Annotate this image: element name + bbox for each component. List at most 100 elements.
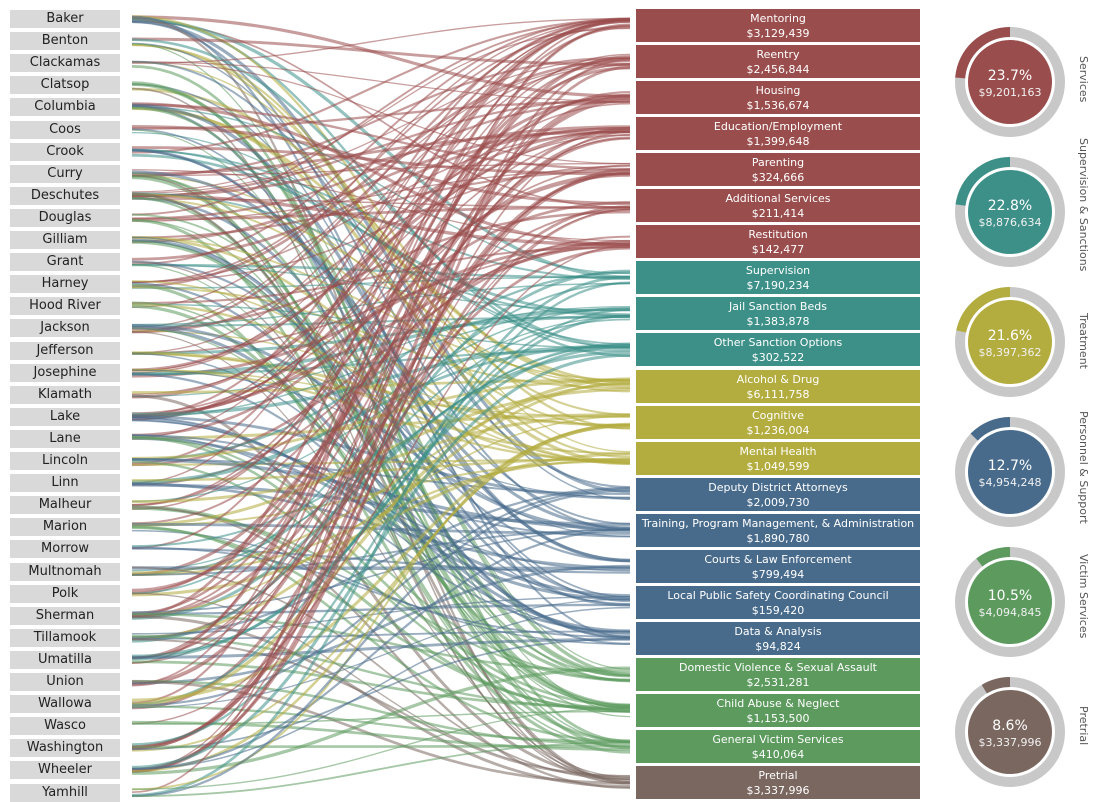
- group-title: Supervision & Sanctions: [1077, 138, 1090, 272]
- county-label: Coos: [10, 120, 120, 139]
- group-total: $8,397,362: [979, 346, 1042, 359]
- flow-ribbon: [131, 175, 631, 414]
- group-percent: 10.5%: [988, 588, 1032, 604]
- flow-ribbon: [131, 100, 631, 220]
- county-label: Polk: [10, 584, 120, 603]
- donut-center: [968, 40, 1052, 124]
- flow-ribbon: [131, 423, 631, 791]
- flow-ribbon: [131, 43, 631, 459]
- flow-ribbon: [131, 53, 631, 510]
- category-label: Reentry: [756, 48, 800, 62]
- flow-ribbon: [131, 127, 631, 595]
- flow-ribbon: [131, 56, 631, 178]
- category-value: $142,477: [751, 243, 805, 257]
- donut-arc: [970, 417, 1011, 441]
- county-label: Linn: [10, 474, 120, 493]
- county-label: Wallowa: [10, 695, 120, 714]
- flow-ribbon: [131, 55, 631, 592]
- category-box: Data & Analysis $94,824: [636, 621, 920, 655]
- donut-center: [968, 170, 1052, 254]
- county-label: Clatsop: [10, 76, 120, 95]
- category-label: Jail Sanction Beds: [729, 300, 827, 314]
- county-label: Wasco: [10, 717, 120, 736]
- donut-center: [968, 300, 1052, 384]
- category-value: $410,064: [751, 748, 805, 761]
- county-label: Klamath: [10, 385, 120, 404]
- county-label: Jackson: [10, 319, 120, 338]
- county-label: Gilliam: [10, 231, 120, 249]
- flow-ribbon: [131, 63, 631, 328]
- flow-ribbon: [131, 275, 631, 797]
- flow-ribbon: [131, 486, 631, 639]
- flow-ribbon: [131, 64, 631, 354]
- county-label: Washington: [10, 739, 120, 758]
- category-label: Child Abuse & Neglect: [716, 696, 840, 710]
- county-label: Multnomah: [10, 562, 120, 581]
- group-title: Victim Services: [1077, 554, 1090, 639]
- flow-ribbon: [131, 57, 631, 194]
- flow-ribbon: [131, 63, 631, 794]
- group-donut: 22.8% $8,876,634: [955, 157, 1065, 267]
- category-box: Mentoring $3,129,439: [636, 9, 920, 42]
- flow-ribbon: [131, 95, 631, 659]
- flow-ribbon: [131, 705, 631, 743]
- county-label: Sherman: [10, 606, 120, 625]
- flow-ribbon: [131, 416, 631, 634]
- flow-ribbon: [131, 18, 631, 465]
- category-label: Deputy District Attorneys: [708, 480, 848, 494]
- flow-ribbon: [131, 87, 631, 388]
- group-total: $3,337,996: [979, 736, 1042, 749]
- county-label: Umatilla: [10, 650, 120, 669]
- flow-ribbon: [131, 172, 631, 747]
- flow-ribbon: [131, 128, 631, 372]
- category-box: Training, Program Management, & Administ…: [636, 513, 920, 547]
- category-value: $799,494: [751, 567, 805, 581]
- flow-ribbon: [131, 345, 631, 658]
- flow-ribbon: [131, 377, 631, 706]
- group-donut: 12.7% $4,954,248: [955, 417, 1065, 527]
- category-value: $211,414: [751, 207, 805, 221]
- category-box: Pretrial $3,337,996: [636, 766, 920, 800]
- category-value: $6,111,758: [746, 387, 810, 401]
- category-value: $1,890,780: [746, 531, 810, 545]
- category-box: Cognitive $1,236,004: [636, 405, 920, 439]
- county-label: Malheur: [10, 496, 120, 515]
- category-label: Training, Program Management, & Administ…: [641, 516, 915, 530]
- flow-ribbon: [131, 57, 631, 704]
- flow-ribbon: [131, 98, 631, 615]
- category-label: Cognitive: [751, 408, 805, 422]
- category-label: General Victim Services: [712, 733, 844, 746]
- flow-ribbon: [131, 528, 631, 576]
- category-value: $2,009,730: [746, 495, 810, 509]
- county-label: Benton: [10, 32, 120, 51]
- category-box: Supervision $7,190,234: [636, 261, 920, 295]
- donut-center: [968, 690, 1052, 774]
- group-donut: 8.6% $3,337,996: [955, 677, 1065, 787]
- category-box: Reentry $2,456,844: [636, 45, 920, 79]
- group-total: $4,094,845: [979, 606, 1042, 619]
- county-label: Deschutes: [10, 186, 120, 205]
- flow-ribbon: [131, 102, 631, 247]
- category-value: $2,456,844: [746, 63, 810, 77]
- group-title: Treatment: [1077, 313, 1090, 370]
- category-box: Parenting $324,666: [636, 153, 920, 187]
- category-box: Education/Employment $1,399,648: [636, 117, 920, 151]
- category-box: Jail Sanction Beds $1,383,878: [636, 297, 920, 331]
- flow-ribbon: [131, 21, 631, 531]
- category-label: Mental Health: [739, 444, 817, 458]
- category-box: Child Abuse & Neglect $1,153,500: [636, 693, 920, 727]
- flow-ribbon: [131, 18, 631, 154]
- category-value: $1,153,500: [746, 711, 810, 725]
- county-label: Lake: [10, 407, 120, 426]
- flow-ribbon: [131, 130, 631, 283]
- flow-ribbon: [131, 205, 631, 773]
- county-label: Grant: [10, 253, 120, 272]
- category-label: Local Public Safety Coordinating Council: [667, 588, 889, 602]
- group-donut: 23.7% $9,201,163: [955, 27, 1065, 137]
- group-donut: 10.5% $4,094,845: [955, 547, 1065, 657]
- flow-ribbon: [131, 414, 631, 504]
- category-label: Education/Employment: [713, 120, 843, 134]
- category-label: Mentoring: [750, 12, 806, 25]
- flow-ribbon: [131, 66, 631, 660]
